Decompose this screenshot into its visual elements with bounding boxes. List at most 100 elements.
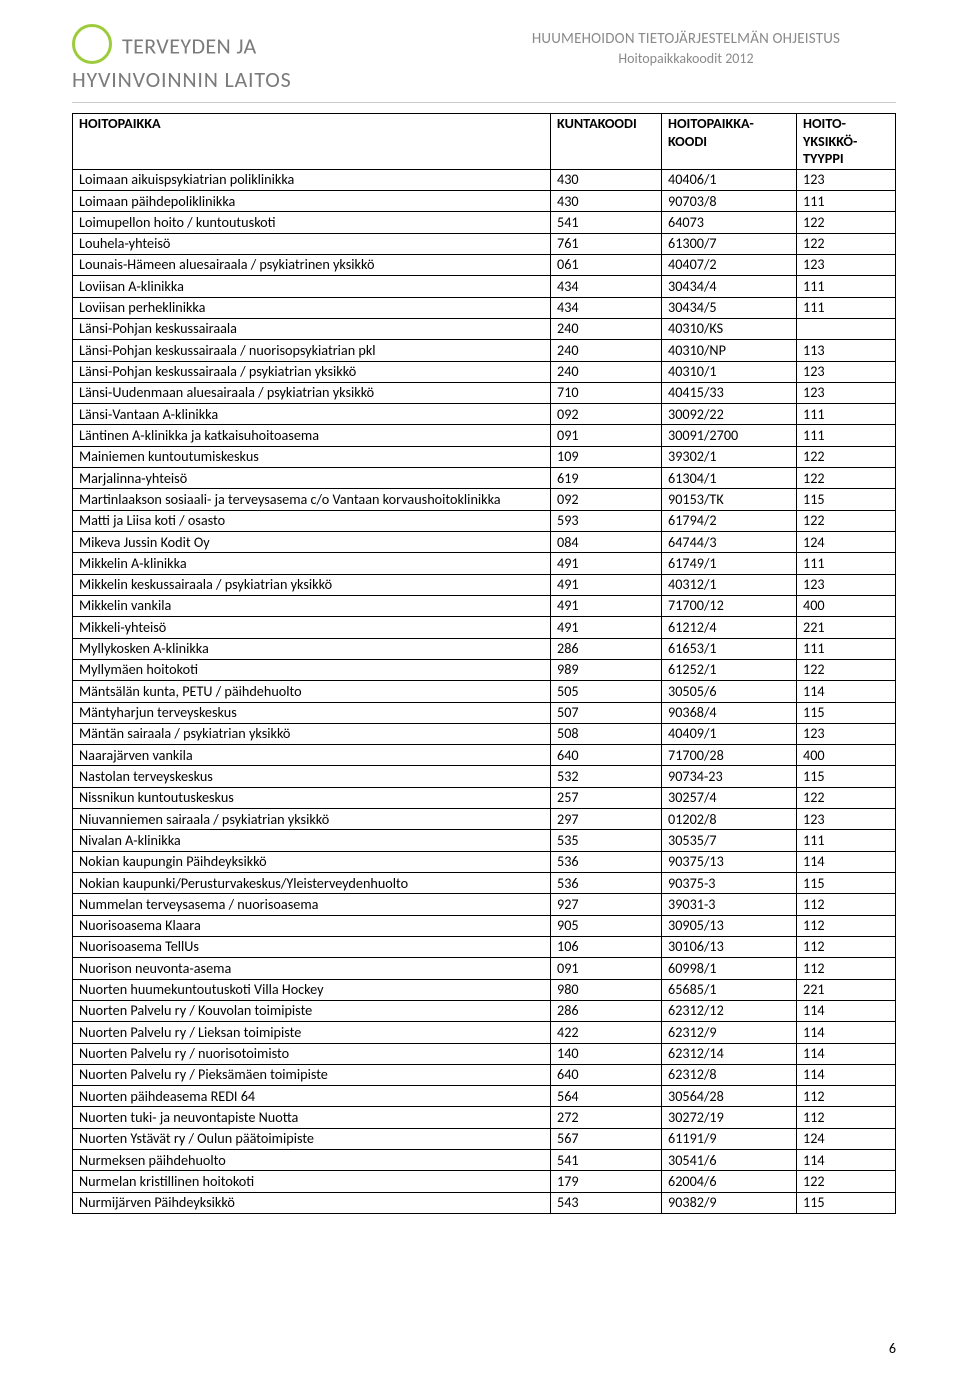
cell: 114 <box>797 1043 896 1064</box>
table-row: Mikkelin A-klinikka49161749/1111 <box>73 553 896 574</box>
cell: 40407/2 <box>662 254 797 275</box>
cell: Nuorten Palvelu ry / Kouvolan toimipiste <box>73 1000 551 1021</box>
cell: 61653/1 <box>662 638 797 659</box>
cell: 092 <box>551 404 662 425</box>
table-row: Loimaan aikuispsykiatrian poliklinikka43… <box>73 169 896 190</box>
cell: 30091/2700 <box>662 425 797 446</box>
cell: Mäntän sairaala / psykiatrian yksikkö <box>73 723 551 744</box>
cell: Louhela-yhteisö <box>73 233 551 254</box>
cell: Nastolan terveyskeskus <box>73 766 551 787</box>
cell: 400 <box>797 745 896 766</box>
header-divider <box>72 102 896 103</box>
cell: 111 <box>797 297 896 318</box>
cell: 092 <box>551 489 662 510</box>
col-hoitoyksikkotyyppi: HOITO-YKSIKKÖ-TYYPPI <box>797 113 896 169</box>
cell: 123 <box>797 723 896 744</box>
cell: 491 <box>551 617 662 638</box>
cell: 761 <box>551 233 662 254</box>
cell: 40409/1 <box>662 723 797 744</box>
page-number: 6 <box>889 1340 896 1357</box>
table-row: Mäntyharjun terveyskeskus50790368/4115 <box>73 702 896 723</box>
cell: 90382/9 <box>662 1192 797 1213</box>
cell: 491 <box>551 553 662 574</box>
cell: 114 <box>797 1022 896 1043</box>
cell: Nurmijärven Päihdeyksikkö <box>73 1192 551 1213</box>
cell: Nuorison neuvonta-asema <box>73 958 551 979</box>
cell: 140 <box>551 1043 662 1064</box>
cell: Loviisan perheklinikka <box>73 297 551 318</box>
cell: 30257/4 <box>662 787 797 808</box>
cell: 62004/6 <box>662 1171 797 1192</box>
cell: 115 <box>797 766 896 787</box>
cell: 543 <box>551 1192 662 1213</box>
cell: 123 <box>797 361 896 382</box>
cell: 30092/22 <box>662 404 797 425</box>
cell: 434 <box>551 276 662 297</box>
table-row: Loimupellon hoito / kuntoutuskoti5416407… <box>73 212 896 233</box>
table-row: Myllykosken A-klinikka28661653/1111 <box>73 638 896 659</box>
cell: Marjalinna-yhteisö <box>73 468 551 489</box>
table-row: Nuorten Palvelu ry / Kouvolan toimipiste… <box>73 1000 896 1021</box>
table-row: Nokian kaupungin Päihdeyksikkö53690375/1… <box>73 851 896 872</box>
cell: 123 <box>797 574 896 595</box>
cell: Nokian kaupungin Päihdeyksikkö <box>73 851 551 872</box>
cell: 64073 <box>662 212 797 233</box>
table-row: Loviisan A-klinikka43430434/4111 <box>73 276 896 297</box>
table-row: Myllymäen hoitokoti98961252/1122 <box>73 659 896 680</box>
cell: 109 <box>551 446 662 467</box>
table-row: Loimaan päihdepoliklinikka43090703/8111 <box>73 191 896 212</box>
cell: 297 <box>551 809 662 830</box>
cell: 084 <box>551 532 662 553</box>
cell: 221 <box>797 617 896 638</box>
table-row: Loviisan perheklinikka43430434/5111 <box>73 297 896 318</box>
table-row: Mainiemen kuntoutumiskeskus10939302/1122 <box>73 446 896 467</box>
cell: 30505/6 <box>662 681 797 702</box>
cell: 90734-23 <box>662 766 797 787</box>
cell: 114 <box>797 851 896 872</box>
cell: 30564/28 <box>662 1086 797 1107</box>
cell: 430 <box>551 169 662 190</box>
cell: 90703/8 <box>662 191 797 212</box>
col-hoitopaikka: HOITOPAIKKA <box>73 113 551 169</box>
table-row: Louhela-yhteisö76161300/7122 <box>73 233 896 254</box>
cell: 61749/1 <box>662 553 797 574</box>
cell: 532 <box>551 766 662 787</box>
cell: 111 <box>797 830 896 851</box>
codes-table: HOITOPAIKKA KUNTAKOODI HOITOPAIKKA-KOODI… <box>72 113 896 1214</box>
cell: 111 <box>797 191 896 212</box>
cell: Nissnikun kuntoutuskeskus <box>73 787 551 808</box>
cell: Länsi-Vantaan A-klinikka <box>73 404 551 425</box>
cell: 40310/NP <box>662 340 797 361</box>
cell: Länsi-Pohjan keskussairaala / psykiatria… <box>73 361 551 382</box>
table-row: Nuorten huumekuntoutuskoti Villa Hockey9… <box>73 979 896 1000</box>
cell: 30541/6 <box>662 1150 797 1171</box>
table-row: Martinlaakson sosiaali- ja terveysasema … <box>73 489 896 510</box>
cell: 112 <box>797 958 896 979</box>
cell: 40312/1 <box>662 574 797 595</box>
cell: Matti ja Liisa koti / osasto <box>73 510 551 531</box>
table-row: Nurmeksen päihdehuolto54130541/6114 <box>73 1150 896 1171</box>
logo-line2: HYVINVOINNIN LAITOS <box>72 68 896 92</box>
cell: 122 <box>797 233 896 254</box>
table-row: Mäntän sairaala / psykiatrian yksikkö508… <box>73 723 896 744</box>
cell: 564 <box>551 1086 662 1107</box>
cell: 30434/5 <box>662 297 797 318</box>
cell: 71700/12 <box>662 595 797 616</box>
cell: 114 <box>797 1064 896 1085</box>
cell: 286 <box>551 638 662 659</box>
cell: 30535/7 <box>662 830 797 851</box>
cell: Nurmelan kristillinen hoitokoti <box>73 1171 551 1192</box>
cell: 65685/1 <box>662 979 797 1000</box>
cell: 710 <box>551 382 662 403</box>
cell: Loimaan aikuispsykiatrian poliklinikka <box>73 169 551 190</box>
cell: 536 <box>551 851 662 872</box>
col-hoitopaikkakoodi: HOITOPAIKKA-KOODI <box>662 113 797 169</box>
cell: Loimaan päihdepoliklinikka <box>73 191 551 212</box>
cell: 123 <box>797 169 896 190</box>
doc-header: HUUMEHOIDON TIETOJÄRJESTELMÄN OHJEISTUS … <box>476 30 896 67</box>
cell: 62312/14 <box>662 1043 797 1064</box>
cell: 980 <box>551 979 662 1000</box>
cell: Mikkeli-yhteisö <box>73 617 551 638</box>
table-row: Mikeva Jussin Kodit Oy08464744/3124 <box>73 532 896 553</box>
cell: Naarajärven vankila <box>73 745 551 766</box>
